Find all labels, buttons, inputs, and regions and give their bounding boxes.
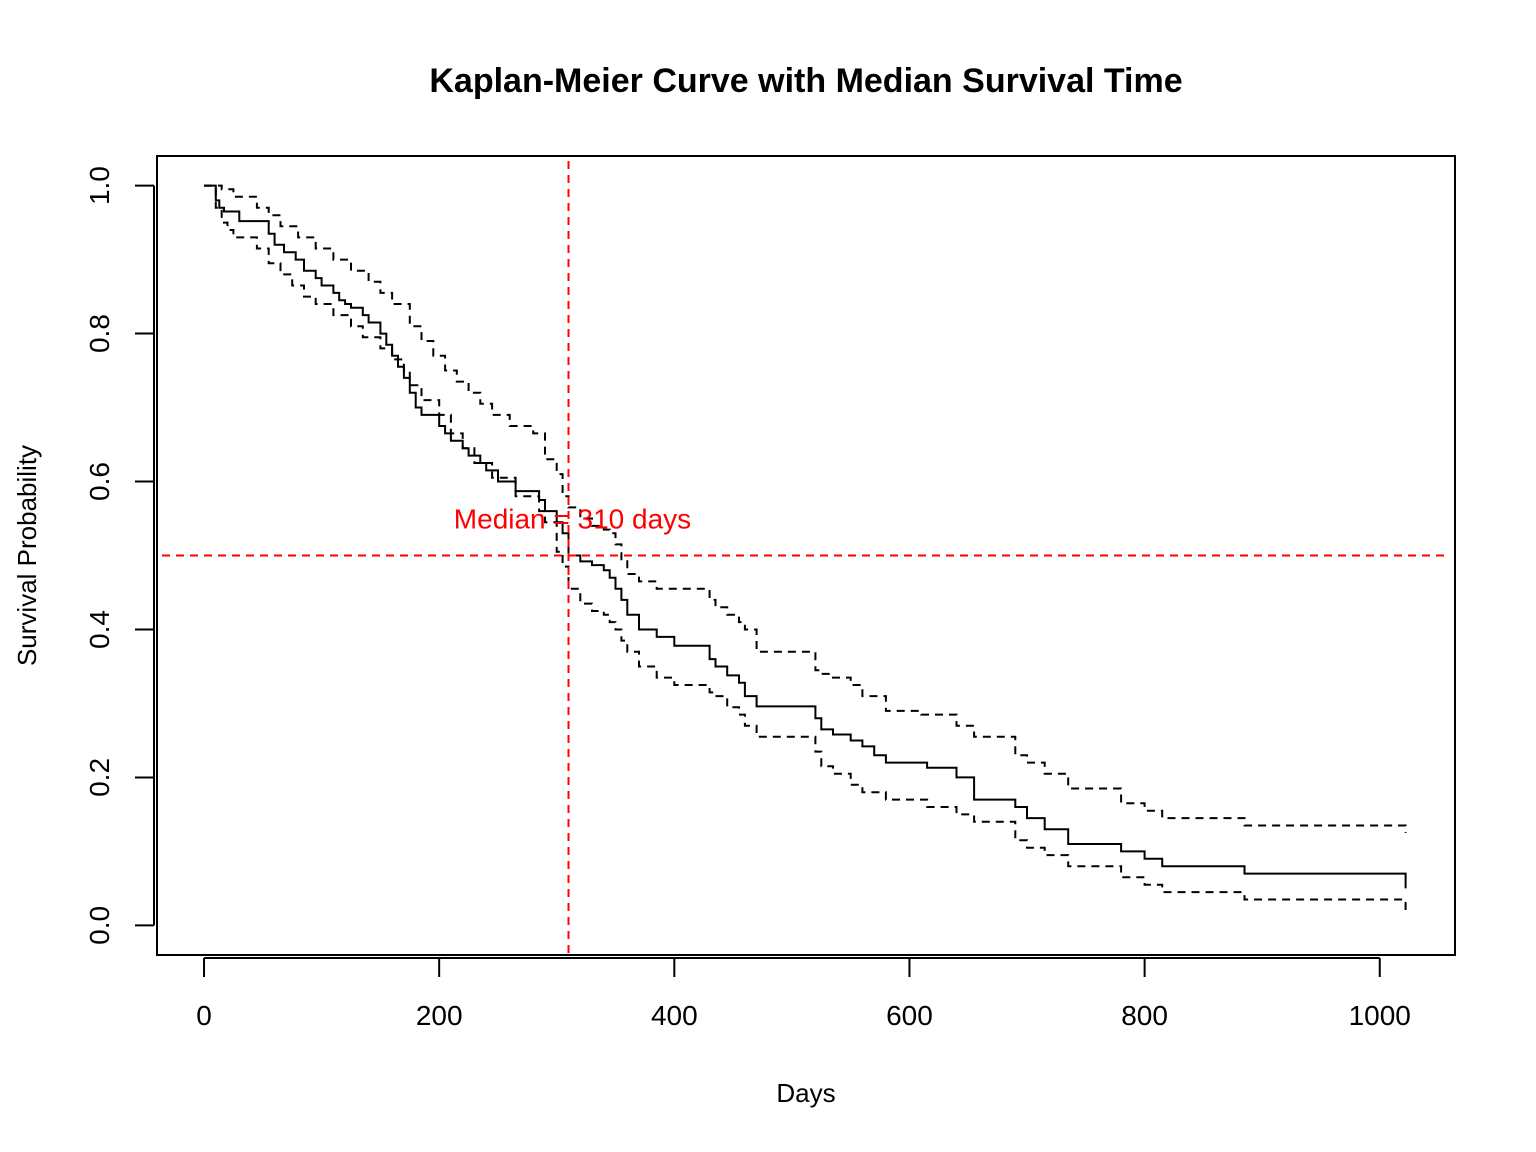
x-tick-label: 800: [1121, 1000, 1168, 1031]
y-tick-label: 0.4: [84, 610, 115, 649]
x-tick-label: 0: [196, 1000, 212, 1031]
y-tick-label: 0.0: [84, 906, 115, 945]
median-annotation: Median = 310 days: [454, 504, 691, 535]
plot-area: Median = 310 days: [162, 161, 1450, 954]
plot-frame: [156, 155, 1456, 956]
x-tick-label: 200: [416, 1000, 463, 1031]
x-tick-label: 400: [651, 1000, 698, 1031]
chart-title: Kaplan-Meier Curve with Median Survival …: [429, 62, 1182, 100]
y-tick-label: 0.6: [84, 462, 115, 501]
y-tick-label: 1.0: [84, 166, 115, 205]
x-axis-label: Days: [776, 1078, 835, 1108]
km-confidence-band-line: [204, 184, 1407, 911]
y-tick-label: 0.8: [84, 314, 115, 353]
y-tick-label: 0.2: [84, 758, 115, 797]
axes: 0 200 400 600 800 1000 0.0 0.2 0.4 0.6 0.8 1.0: [84, 166, 1411, 1031]
x-tick-label: 1000: [1349, 1000, 1411, 1031]
x-tick-label: 600: [886, 1000, 933, 1031]
km-confidence-band-line: [204, 184, 1407, 833]
y-axis-label: Survival Probability: [12, 445, 42, 666]
